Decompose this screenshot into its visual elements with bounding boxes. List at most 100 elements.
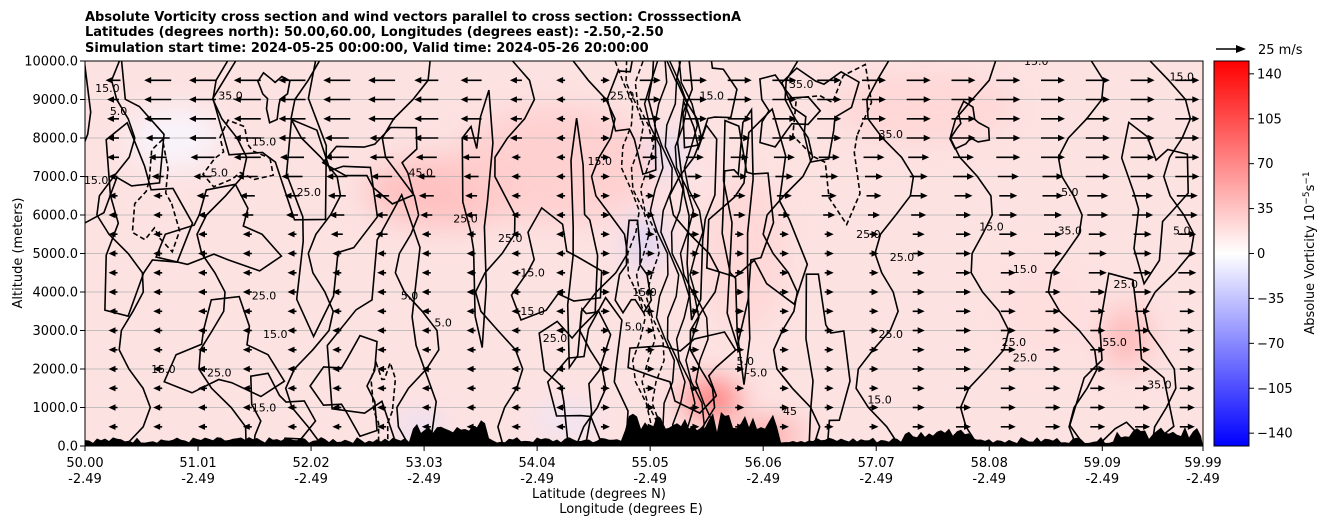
wind-vector-head [964,404,971,411]
wind-vector-head [287,269,295,276]
x-tick-lat-1: 51.01 [179,456,216,471]
wind-vector-head [511,385,519,392]
wind-vector [190,154,215,161]
wind-vector [600,231,610,238]
wind-vector [466,385,476,392]
contour-lines [85,61,1195,446]
wind-vector [1045,346,1061,353]
wind-vector [1088,269,1107,276]
wind-vector-head [1053,288,1061,296]
wind-vector-head [653,115,661,122]
wind-vector-head [375,211,383,219]
wind-vector [600,96,610,103]
wind-vector [906,77,931,84]
wind-vector-head [871,231,879,238]
wind-vector-head [1187,327,1195,334]
wind-vector-head [1008,288,1016,296]
wind-vector-head [602,154,610,161]
contour-24 [546,296,629,446]
contour-18 [326,192,438,446]
wind-vector [645,231,655,238]
wind-vector-head [1008,346,1016,353]
y-tick-label-0: 0.0 [57,440,78,455]
wind-vector [108,327,118,334]
wind-vector [735,288,745,296]
contour-33 [759,74,822,148]
wind-vector-head [647,365,655,373]
wind-vector-head [647,231,655,238]
wind-vector-head [1099,250,1107,257]
wind-vector-head [108,269,116,276]
wind-vector [375,231,388,238]
wind-vectors [105,77,1200,430]
wind-vector-head [278,77,286,84]
wind-vector-head [1102,77,1110,84]
wind-vector [639,115,661,122]
wind-vector [1090,385,1106,392]
wind-vector-head [917,404,925,411]
wind-vector [242,404,252,411]
wind-vector [1041,77,1065,84]
wind-vector [1090,308,1106,315]
contour-3 [780,67,860,163]
wind-vector-head [692,365,700,373]
wind-vector [153,308,163,315]
contour-label-34: 15.0 [1013,263,1038,276]
wind-vector-head [964,269,971,276]
wind-vector-head [198,231,205,238]
wind-vector [511,192,521,199]
wind-vector [1179,385,1195,392]
wind-vector-head [879,77,886,84]
wind-vector-head [647,192,655,199]
contour-15 [1120,120,1190,286]
wind-vector [1135,365,1151,373]
contour-band-3 [381,61,440,446]
wind-vector-head [923,115,931,122]
wind-vector-head [831,173,839,180]
wind-vector-head [278,96,286,103]
wind-vector [1135,385,1151,392]
wind-vector-head [377,250,385,257]
wind-vector-head [1189,250,1197,257]
contour-label-30: 25.0 [890,251,915,264]
wind-vector [823,211,836,219]
wind-vector [600,288,610,296]
wind-vector [1130,77,1155,84]
wind-vector [108,308,118,315]
wind-vector-head [737,385,745,392]
wind-vector-head [781,327,789,334]
wind-vector-head [421,404,429,411]
wind-vector [368,77,396,84]
wind-vector-head [602,211,610,219]
wind-vector-head [964,211,971,219]
x-axis-ticks: 50.00-2.4951.01-2.4952.02-2.4953.03-2.49… [66,446,1222,487]
wind-vector [1090,423,1106,430]
wind-vector-head [696,154,704,161]
wind-vector [862,115,886,122]
wind-vector [414,77,439,84]
wind-vector-head [466,365,474,373]
wind-vector-head [233,96,241,103]
wind-vector [421,385,431,392]
wind-vector [600,192,610,199]
wind-vector [108,250,118,257]
wind-vector-head [1008,423,1016,430]
wind-vector-head [332,423,340,430]
wind-vector-head [239,192,247,199]
wind-vector-head [1192,173,1200,180]
wind-vector [996,134,1021,142]
wind-vector-head [108,365,116,373]
colorbar-label: Absolue Vorticity 10−5s−1 [1302,171,1318,334]
wind-vector [645,269,655,276]
contour-label-29: 25.0 [856,228,881,241]
wind-vector-head [692,288,700,296]
wind-vector [1000,365,1016,373]
wind-vector-head [1144,250,1152,257]
wind-vector-head [737,365,745,373]
wind-vector [733,192,746,199]
wind-vector [107,134,119,142]
wind-vector [735,385,745,392]
wind-vector [198,423,207,430]
wind-vector [509,96,522,103]
wind-vector-head [692,327,700,334]
